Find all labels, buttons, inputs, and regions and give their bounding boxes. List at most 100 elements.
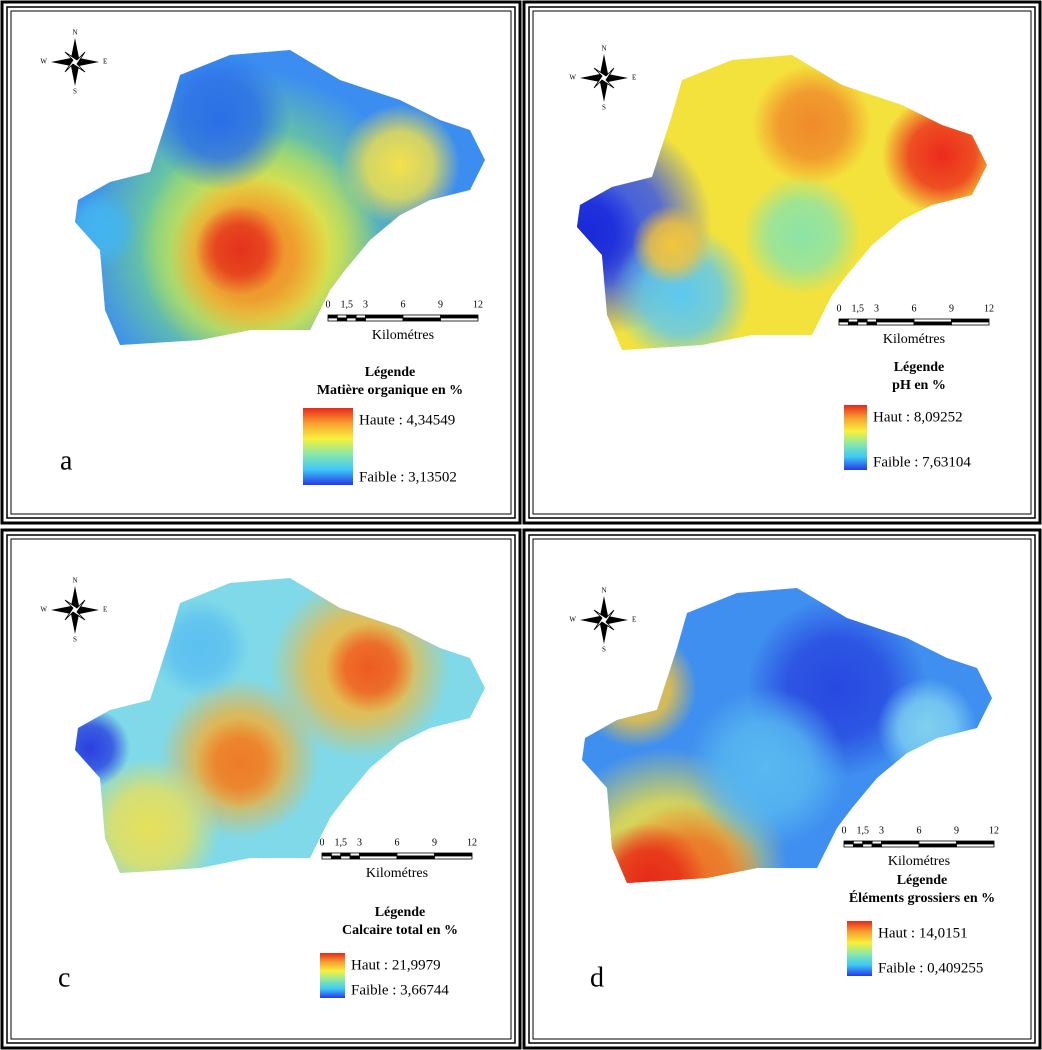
compass: NSEW xyxy=(40,29,107,96)
scale-tick-label: 9 xyxy=(432,837,437,848)
scale-segment xyxy=(848,319,857,322)
map-zone xyxy=(882,95,1002,215)
legend-ramp xyxy=(303,408,353,485)
legend-subtitle: Matière organique en % xyxy=(317,383,463,398)
scale-unit: Kilométres xyxy=(366,866,428,881)
scale-segment xyxy=(858,319,867,322)
scale-segment xyxy=(844,844,853,847)
scale-segment xyxy=(914,322,952,325)
compass-label: W xyxy=(569,616,576,624)
scale-segment xyxy=(397,856,435,859)
scale-segment xyxy=(366,318,404,321)
scale-tick-label: 3 xyxy=(874,303,879,314)
legend-low: Faible : 3,13502 xyxy=(359,469,457,485)
scale-segment xyxy=(848,322,857,325)
scale-segment xyxy=(360,856,398,859)
legend-high: Haut : 8,09252 xyxy=(873,409,963,425)
scale-tick-label: 1,5 xyxy=(341,299,354,310)
legend-low: Faible : 3,66744 xyxy=(351,982,449,998)
scale-tick-label: 0 xyxy=(326,299,331,310)
raster-map xyxy=(0,0,522,525)
scale-tick-label: 12 xyxy=(989,825,999,836)
legend-ramp xyxy=(847,921,872,976)
compass-label: E xyxy=(632,616,636,624)
compass-label: W xyxy=(40,606,47,614)
scale-segment xyxy=(952,319,990,322)
scale-segment xyxy=(337,315,346,318)
scale-segment xyxy=(322,853,331,856)
scale-tick-label: 12 xyxy=(984,303,994,314)
legend-ramp xyxy=(844,405,867,470)
map-zone xyxy=(752,65,872,185)
map-zone xyxy=(877,678,977,778)
legend-title: Légende xyxy=(894,360,945,375)
legend-subtitle: Éléments grossiers en % xyxy=(849,889,995,906)
map-zone xyxy=(632,205,712,285)
scale-segment xyxy=(919,844,957,847)
scale-segment xyxy=(867,322,876,325)
scale-segment xyxy=(872,841,881,844)
scale-segment xyxy=(356,315,365,318)
scale-segment xyxy=(331,853,340,856)
map-zone xyxy=(577,628,697,748)
compass-label: S xyxy=(73,88,77,96)
scale-segment xyxy=(872,844,881,847)
panel-letter: d xyxy=(590,962,604,993)
scale-tick-label: 6 xyxy=(401,299,406,310)
scale-segment xyxy=(350,856,359,859)
scale-segment xyxy=(957,841,995,844)
scale-segment xyxy=(328,315,337,318)
scale-segment xyxy=(350,853,359,856)
compass-label: E xyxy=(103,606,107,614)
scale-segment xyxy=(403,318,441,321)
scale-unit: Kilométres xyxy=(883,332,945,347)
map-zone xyxy=(195,205,285,295)
scale-tick-label: 1,5 xyxy=(857,825,870,836)
scale-tick-label: 6 xyxy=(912,303,917,314)
scale-segment xyxy=(957,844,995,847)
scale-segment xyxy=(914,319,952,322)
scale-tick-label: 1,5 xyxy=(335,837,348,848)
map-zone xyxy=(325,623,415,713)
scale-segment xyxy=(403,315,441,318)
compass: N S E W xyxy=(569,587,636,654)
map-zone xyxy=(742,175,862,295)
scale-segment xyxy=(863,844,872,847)
scale-segment xyxy=(328,318,337,321)
legend-title: Légende xyxy=(375,905,426,920)
scale-tick-label: 12 xyxy=(473,299,483,310)
scale-tick-label: 0 xyxy=(320,837,325,848)
legend-low: Faible : 0,409255 xyxy=(878,960,983,976)
legend-subtitle: pH en % xyxy=(892,378,946,393)
scale-tick-label: 9 xyxy=(949,303,954,314)
scale-segment xyxy=(919,841,957,844)
scale-unit: Kilométres xyxy=(888,854,950,869)
scale-segment xyxy=(877,319,915,322)
legend-title: Légende xyxy=(897,873,948,888)
scale-segment xyxy=(952,322,990,325)
map-zone xyxy=(340,105,460,225)
compass-label: N xyxy=(72,577,77,585)
compass-label: S xyxy=(602,646,606,654)
panel-letter: c xyxy=(58,962,70,993)
map-zone xyxy=(150,50,290,190)
map-panel: NSEW01,536912KilométresLégendeÉléments g… xyxy=(522,528,1042,1050)
scale-segment xyxy=(337,318,346,321)
legend-subtitle: Calcaire total en % xyxy=(342,923,458,938)
scale-segment xyxy=(877,322,915,325)
scale-tick-label: 6 xyxy=(395,837,400,848)
scale-segment xyxy=(839,319,848,322)
legend-title: Légende xyxy=(365,365,416,380)
map-zone xyxy=(60,190,140,270)
compass-label: N xyxy=(601,587,606,595)
scale-segment xyxy=(882,844,920,847)
compass-label: N xyxy=(72,29,77,37)
